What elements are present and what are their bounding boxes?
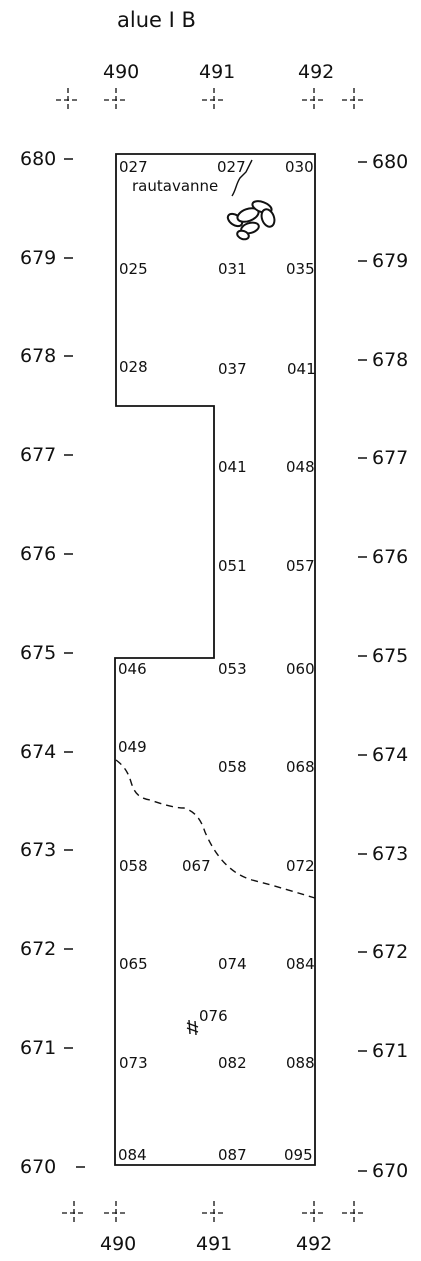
y-label-left-678: 678 bbox=[20, 345, 56, 367]
elevation-reading: 041 bbox=[218, 458, 247, 476]
elevation-reading: 068 bbox=[286, 758, 315, 776]
elevation-reading: 041 bbox=[287, 360, 316, 378]
y-ticks-left bbox=[64, 158, 85, 1168]
x-label-bottom-490: 490 bbox=[100, 1233, 136, 1255]
x-label-bottom-492: 492 bbox=[296, 1233, 332, 1255]
elevation-reading: 067 bbox=[182, 857, 211, 875]
elevation-reading: 025 bbox=[119, 260, 148, 278]
find-marker-icon bbox=[186, 1019, 199, 1036]
elevation-reading: 060 bbox=[286, 660, 315, 678]
x-label-top-492: 492 bbox=[298, 61, 334, 83]
elevation-reading: 031 bbox=[218, 260, 247, 278]
elevation-reading: 053 bbox=[218, 660, 247, 678]
elevation-reading: 076 bbox=[199, 1007, 228, 1025]
fence-leader-line bbox=[231, 159, 253, 197]
elevation-reading: 058 bbox=[218, 758, 247, 776]
y-label-right-674: 674 bbox=[372, 744, 408, 766]
y-label-right-670: 670 bbox=[372, 1160, 408, 1182]
elevation-reading: 035 bbox=[286, 260, 315, 278]
elevation-reading: 051 bbox=[218, 557, 247, 575]
y-label-left-679: 679 bbox=[20, 247, 56, 269]
y-label-left-680: 680 bbox=[20, 148, 56, 170]
y-label-left-673: 673 bbox=[20, 839, 56, 861]
elevation-reading: 049 bbox=[118, 738, 147, 756]
y-label-left-677: 677 bbox=[20, 444, 56, 466]
elevation-reading: 027 bbox=[217, 158, 246, 176]
y-label-left-674: 674 bbox=[20, 741, 56, 763]
x-label-top-490: 490 bbox=[103, 61, 139, 83]
y-label-left-675: 675 bbox=[20, 642, 56, 664]
elevation-reading: 073 bbox=[119, 1054, 148, 1072]
y-label-left-676: 676 bbox=[20, 543, 56, 565]
elevation-reading: 095 bbox=[284, 1146, 313, 1164]
y-label-right-675: 675 bbox=[372, 645, 408, 667]
elevation-reading: 057 bbox=[286, 557, 315, 575]
y-ticks-right bbox=[358, 161, 367, 1172]
x-label-top-491: 491 bbox=[199, 61, 235, 83]
dashed-boundary-line bbox=[115, 759, 316, 899]
elevation-reading: 030 bbox=[285, 158, 314, 176]
elevation-readings: 027 027 030 025 031 035 028 037 041 041 … bbox=[118, 158, 316, 1164]
elevation-reading: 037 bbox=[218, 360, 247, 378]
y-label-left-672: 672 bbox=[20, 938, 56, 960]
survey-crosses-bottom bbox=[62, 1201, 366, 1225]
y-label-right-676: 676 bbox=[372, 546, 408, 568]
elevation-reading: 088 bbox=[286, 1054, 315, 1072]
elevation-reading: 084 bbox=[286, 955, 315, 973]
elevation-reading: 046 bbox=[118, 660, 147, 678]
elevation-reading: 058 bbox=[119, 857, 148, 875]
area-title: alue I B bbox=[117, 8, 196, 32]
x-label-bottom-491: 491 bbox=[196, 1233, 232, 1255]
fence-annotation: rautavanne bbox=[132, 177, 218, 195]
elevation-reading: 027 bbox=[119, 158, 148, 176]
elevation-reading: 048 bbox=[286, 458, 315, 476]
elevation-reading: 028 bbox=[119, 358, 148, 376]
survey-crosses-top bbox=[56, 88, 366, 112]
y-label-left-670: 670 bbox=[20, 1156, 56, 1178]
y-label-right-677: 677 bbox=[372, 447, 408, 469]
y-label-right-679: 679 bbox=[372, 250, 408, 272]
excavation-area-outline bbox=[114, 153, 316, 1166]
elevation-reading: 087 bbox=[218, 1146, 247, 1164]
elevation-reading: 074 bbox=[218, 955, 247, 973]
y-label-right-672: 672 bbox=[372, 941, 408, 963]
y-label-right-673: 673 bbox=[372, 843, 408, 865]
y-labels-left: 680 679 678 677 676 675 674 673 672 671 … bbox=[20, 148, 56, 1178]
elevation-reading: 084 bbox=[118, 1146, 147, 1164]
stones-sketch bbox=[226, 200, 276, 241]
elevation-reading: 065 bbox=[119, 955, 148, 973]
y-label-right-678: 678 bbox=[372, 349, 408, 371]
y-label-right-671: 671 bbox=[372, 1040, 408, 1062]
y-label-left-671: 671 bbox=[20, 1037, 56, 1059]
elevation-reading: 082 bbox=[218, 1054, 247, 1072]
elevation-reading: 072 bbox=[286, 857, 315, 875]
y-label-right-680: 680 bbox=[372, 151, 408, 173]
y-labels-right: 680 679 678 677 676 675 674 673 672 671 … bbox=[372, 151, 408, 1182]
